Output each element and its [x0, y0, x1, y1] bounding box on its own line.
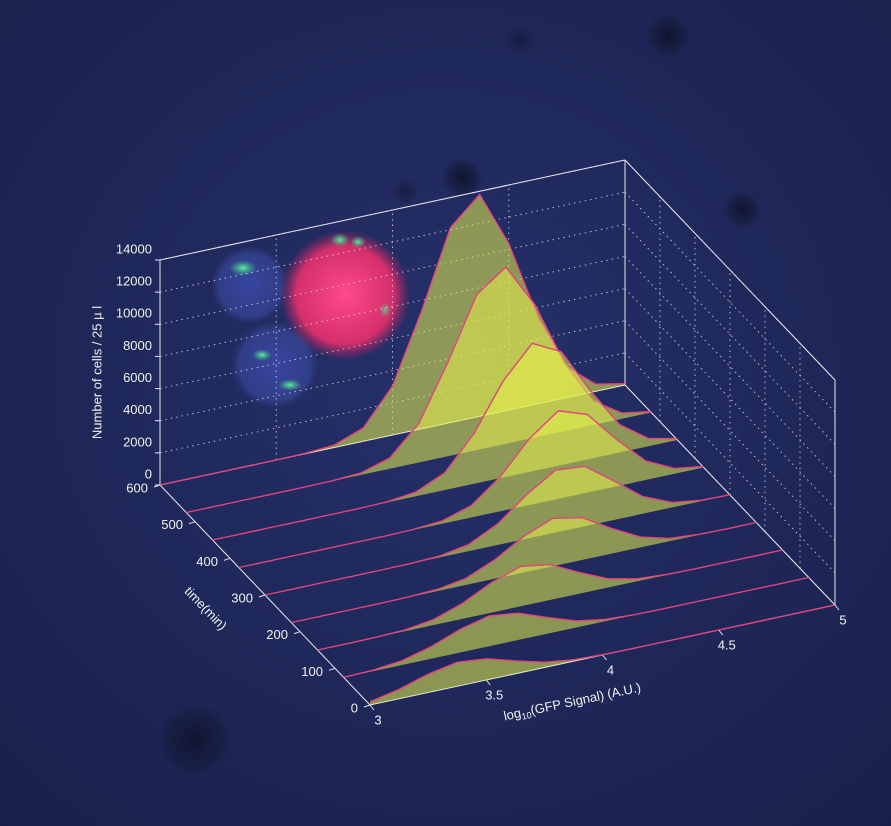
z-tick-label: 6000	[123, 370, 152, 385]
z-tick-label: 2000	[123, 434, 152, 449]
y-tick-label: 500	[161, 517, 183, 532]
chart: 0200040006000800010000120001400033.544.5…	[0, 0, 891, 826]
x-tick-label: 5	[839, 612, 846, 627]
y-tick-label: 300	[231, 590, 253, 605]
z-tick-label: 4000	[123, 402, 152, 417]
x-tick-label: 3	[374, 712, 381, 727]
z-tick-label: 14000	[116, 241, 152, 256]
y-tick-label: 400	[196, 554, 218, 569]
z-tick-label: 0	[145, 466, 152, 481]
z-axis-label: Number of cells / 25 µ l	[89, 306, 104, 439]
z-tick-label: 8000	[123, 338, 152, 353]
y-tick-label: 100	[301, 664, 323, 679]
z-tick-label: 10000	[116, 306, 152, 321]
z-tick-label: 12000	[116, 274, 152, 289]
x-tick-label: 4	[607, 662, 614, 677]
y-tick-label: 0	[351, 700, 358, 715]
x-tick-label: 3.5	[485, 687, 503, 702]
y-tick-label: 600	[126, 480, 148, 495]
y-tick-label: 200	[266, 627, 288, 642]
x-tick-label: 4.5	[718, 637, 736, 652]
